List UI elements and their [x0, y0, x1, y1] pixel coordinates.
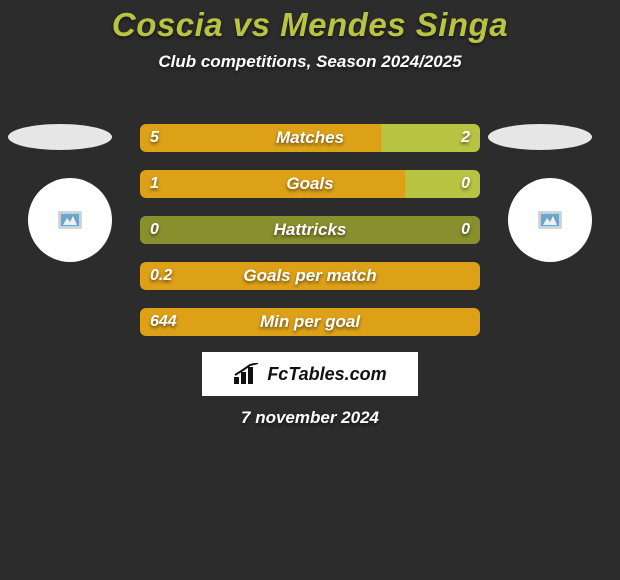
stat-row: Hattricks0 0 — [140, 216, 480, 244]
stat-row: Goals10 — [140, 170, 480, 198]
page-title: Coscia vs Mendes Singa — [0, 0, 620, 44]
avatar-left — [28, 178, 112, 262]
stat-right-fill — [381, 124, 480, 152]
stat-left-fill — [140, 170, 405, 198]
shadow-oval-left — [8, 124, 112, 150]
stat-row: Goals per match0.2 — [140, 262, 480, 290]
stats-block: Matches52 Goals10 Hattricks0 0 Goals per mat… — [140, 124, 480, 354]
brand-badge[interactable]: FcTables.com — [202, 352, 418, 396]
subtitle: Club competitions, Season 2024/2025 — [0, 52, 620, 72]
brand-text: FcTables.com — [267, 364, 386, 385]
stat-value-left: 0 — [150, 221, 159, 239]
stat-value-right: 0 — [461, 221, 470, 239]
comparison-card: Coscia vs Mendes Singa Club competitions… — [0, 0, 620, 580]
stat-left-fill — [140, 262, 480, 290]
generated-date: 7 november 2024 — [0, 408, 620, 428]
avatar-placeholder-icon — [59, 212, 81, 228]
stat-row: Min per goal644 — [140, 308, 480, 336]
bar-chart-icon — [233, 363, 261, 385]
stat-right-fill — [405, 170, 480, 198]
avatar-right — [508, 178, 592, 262]
shadow-oval-right — [488, 124, 592, 150]
stat-label: Hattricks — [140, 220, 480, 240]
avatar-placeholder-icon — [539, 212, 561, 228]
stat-row: Matches52 — [140, 124, 480, 152]
stat-left-fill — [140, 124, 381, 152]
stat-left-fill — [140, 308, 480, 336]
